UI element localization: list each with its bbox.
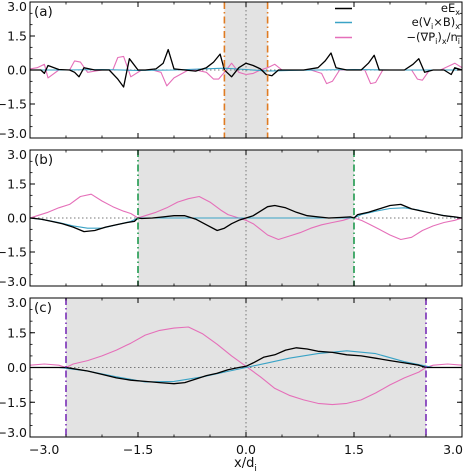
legend-label-eEx: eEx [441, 1, 460, 17]
x-tick-label: −1.5 [123, 442, 153, 457]
legend-subscript: x [442, 37, 447, 46]
y-tick-label: 0.0 [7, 63, 27, 78]
legend-label-grad: −(∇Pi)x/ni [406, 30, 460, 46]
x-tick-label: 3.0 [443, 442, 463, 457]
series-grad [29, 193, 463, 241]
legend-label-vxb: e(Vi×B)x [412, 15, 461, 31]
x-axis-label: x/di [234, 456, 257, 474]
legend-text-part: ×B) [433, 15, 455, 29]
legend-subscript: i [435, 37, 437, 46]
x-axis-label-sub: i [254, 464, 257, 474]
series-eEx [30, 347, 462, 385]
legend-text-part: /n [447, 30, 458, 44]
series-eEx [30, 48, 463, 88]
x-tick-label: −3.0 [29, 442, 59, 457]
series-vxb [30, 67, 462, 72]
y-tick-label: 1.5 [7, 177, 27, 192]
y-tick-label: 1.5 [7, 325, 27, 340]
x-tick-label: 0.0 [236, 442, 256, 457]
panel-label: (a) [34, 4, 53, 20]
legend-subscript: i [431, 22, 433, 31]
x-tick-label: 1.5 [344, 442, 364, 457]
panel-a: −3.0 −1.5 0.0 1.5 3.0 (a) [0, 0, 463, 141]
y-tick-label: −1.5 [0, 245, 27, 260]
y-tick-label: −3.0 [0, 126, 27, 141]
legend-subscript: i [458, 37, 460, 46]
y-tick-label: −3.0 [0, 425, 27, 440]
legend-text-part: ) [437, 30, 442, 44]
legend-text-part: eE [441, 1, 455, 15]
y-tick-label: 0.0 [7, 211, 27, 226]
panel-label: (c) [34, 300, 52, 316]
y-tick-label: 3.0 [7, 147, 27, 162]
legend-text-part: −(∇P [406, 30, 435, 44]
legend-text-part: e(V [412, 15, 432, 29]
series-vxb [30, 350, 462, 383]
y-tick-label: 3.0 [7, 0, 27, 14]
panel-c: −3.0 −1.5 0.0 1.5 3.0 (c) [0, 295, 463, 440]
series-eEx [29, 203, 463, 233]
y-tick-label: −1.5 [0, 395, 27, 410]
legend-subscript: x [455, 8, 460, 17]
y-tick-label: −1.5 [0, 97, 27, 112]
x-axis-label-main: x/d [234, 456, 254, 471]
y-tick-label: 0.0 [7, 360, 27, 375]
y-tick-label: 1.5 [7, 29, 27, 44]
panel-b: −3.0 −1.5 0.0 1.5 3.0 (b) [0, 147, 463, 289]
y-tick-label: −3.0 [0, 274, 27, 289]
legend-subscript: x [455, 22, 460, 31]
y-tick-label: 3.0 [7, 295, 27, 310]
panel-label: (b) [34, 152, 53, 168]
